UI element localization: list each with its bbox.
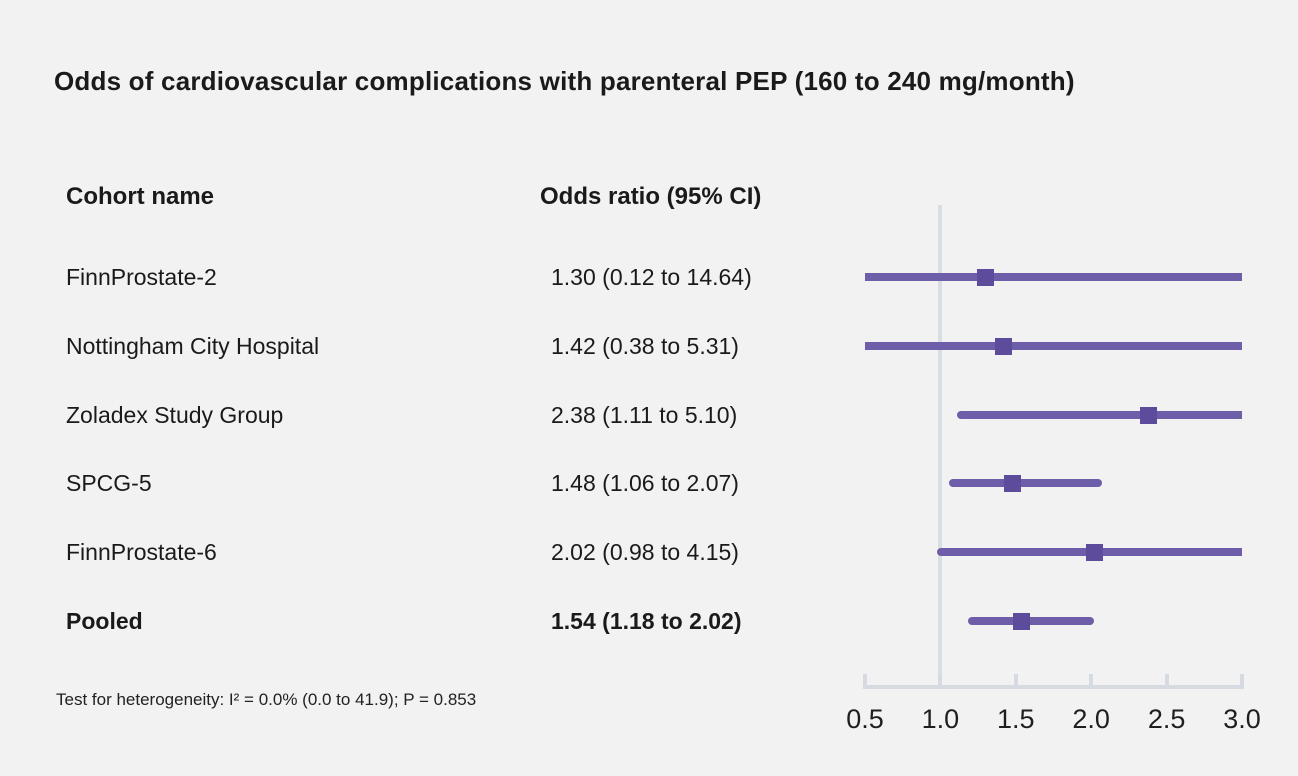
estimate-marker: [1140, 406, 1157, 424]
odds-ratio-value: 2.02 (0.98 to 4.15): [551, 539, 739, 565]
cohort-label: Nottingham City Hospital: [66, 333, 320, 359]
odds-ratio-value: 1.42 (0.38 to 5.31): [551, 333, 739, 359]
axis-tick: [863, 674, 867, 686]
reference-line: [938, 205, 943, 688]
cohort-label: Pooled: [66, 608, 143, 634]
ci-bar: [865, 342, 1242, 350]
ci-bar: [967, 617, 1095, 625]
axis-tick: [1013, 674, 1018, 686]
cohort-label: FinnProstate-6: [66, 539, 217, 565]
odds-ratio-value: 1.54 (1.18 to 2.02): [551, 608, 742, 634]
odds-ratio-value: 2.38 (1.11 to 5.10): [551, 402, 738, 428]
ci-bar: [865, 273, 1242, 281]
ci-bar: [949, 479, 1102, 487]
ci-bar: [956, 411, 1242, 419]
column-header-odds-ratio: Odds ratio (95% CI): [540, 183, 762, 210]
heterogeneity-note: Test for heterogeneity: I² = 0.0% (0.0 t…: [56, 690, 477, 709]
x-axis: [863, 685, 1244, 689]
odds-ratio-value: 1.48 (1.06 to 2.07): [551, 470, 739, 496]
axis-tick-label: 1.0: [921, 704, 960, 734]
axis-tick-label: 2.5: [1147, 704, 1186, 734]
axis-tick-label: 3.0: [1223, 704, 1261, 734]
estimate-marker: [1085, 543, 1103, 561]
odds-ratio-value: 1.30 (0.12 to 14.64): [551, 264, 752, 290]
axis-tick: [938, 674, 943, 686]
cohort-label: Zoladex Study Group: [66, 402, 284, 428]
chart-title: Odds of cardiovascular complications wit…: [54, 66, 1075, 96]
axis-tick-label: 2.0: [1072, 704, 1110, 734]
estimate-marker: [1004, 474, 1022, 492]
axis-tick: [1240, 674, 1244, 686]
estimate-marker: [977, 268, 995, 286]
axis-tick-label: 1.5: [997, 704, 1035, 734]
axis-tick-label: 0.5: [846, 704, 884, 734]
axis-tick: [1089, 674, 1094, 686]
column-header-cohort: Cohort name: [66, 183, 215, 210]
cohort-label: SPCG-5: [66, 470, 152, 496]
estimate-marker: [1013, 612, 1031, 630]
estimate-marker: [995, 337, 1013, 355]
axis-tick: [1164, 674, 1169, 686]
cohort-label: FinnProstate-2: [66, 264, 217, 290]
